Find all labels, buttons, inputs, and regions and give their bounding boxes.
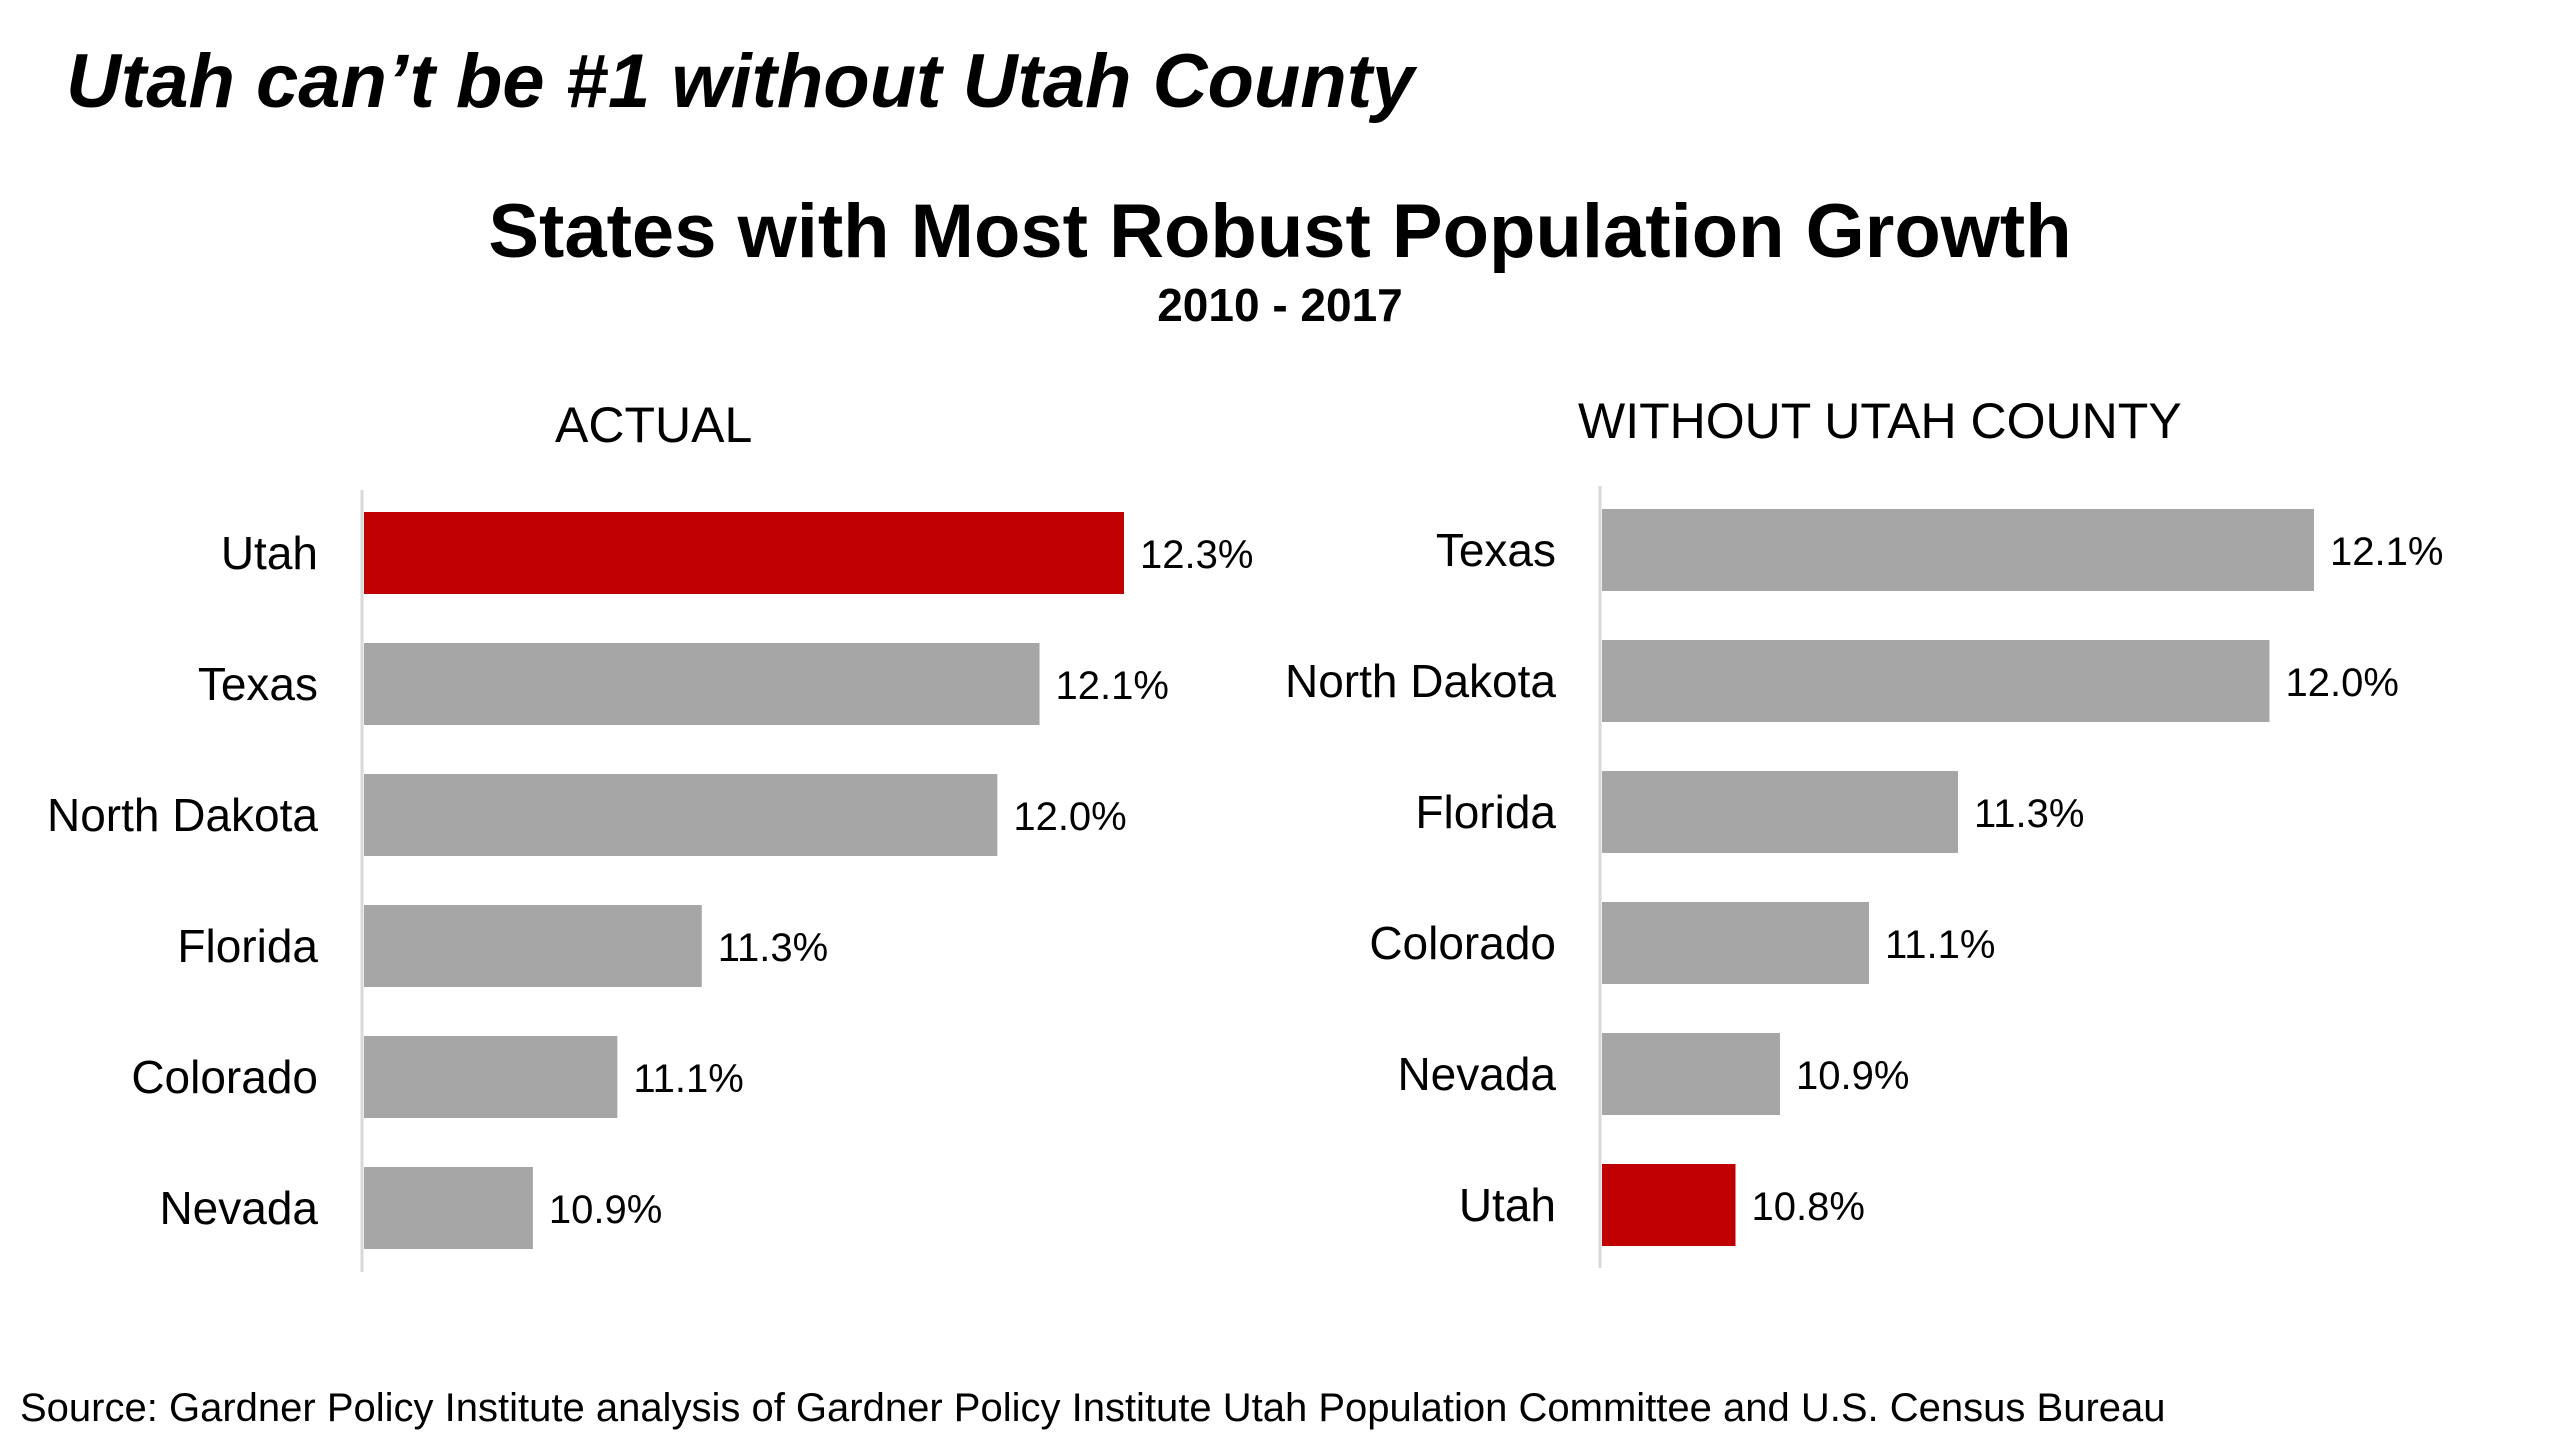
value-label: 11.1% bbox=[1885, 923, 1995, 967]
value-label: 10.9% bbox=[549, 1188, 662, 1232]
value-label: 11.1% bbox=[633, 1057, 743, 1101]
bar-texas bbox=[1602, 509, 2314, 591]
chart-title: States with Most Robust Population Growt… bbox=[488, 189, 2072, 274]
bar-colorado bbox=[364, 1036, 618, 1118]
source-note: Source: Gardner Policy Institute analysi… bbox=[20, 1386, 2166, 1430]
bar-north-dakota bbox=[364, 774, 998, 856]
chart-subtitle: 2010 - 2017 bbox=[1157, 279, 1403, 331]
bar-nevada bbox=[364, 1167, 533, 1249]
category-label: North Dakota bbox=[47, 789, 318, 841]
value-label: 12.0% bbox=[2286, 661, 2399, 705]
category-label: North Dakota bbox=[1285, 655, 1556, 707]
bar-north-dakota bbox=[1602, 640, 2270, 722]
bar-florida bbox=[1602, 771, 1958, 853]
category-label: Colorado bbox=[131, 1051, 318, 1103]
category-label: Florida bbox=[177, 920, 318, 972]
value-label: 10.9% bbox=[1796, 1054, 1909, 1098]
bar-utah bbox=[364, 512, 1124, 594]
bar-texas bbox=[364, 643, 1040, 725]
category-label: Florida bbox=[1415, 786, 1556, 838]
value-label: 12.3% bbox=[1140, 533, 1253, 577]
bar-colorado bbox=[1602, 902, 1869, 984]
category-label: Nevada bbox=[1397, 1048, 1556, 1100]
panel-title-actual: ACTUAL bbox=[555, 397, 753, 453]
category-label: Colorado bbox=[1369, 917, 1556, 969]
value-label: 11.3% bbox=[1974, 792, 2084, 836]
value-label: 12.1% bbox=[1056, 664, 1169, 708]
category-label: Utah bbox=[221, 527, 318, 579]
category-label: Texas bbox=[198, 658, 318, 710]
bar-nevada bbox=[1602, 1033, 1780, 1115]
bar-florida bbox=[364, 905, 702, 987]
category-label: Utah bbox=[1459, 1179, 1556, 1231]
headline: Utah can’t be #1 without Utah County bbox=[66, 39, 1415, 124]
panel-title-without-utah-county: WITHOUT UTAH COUNTY bbox=[1578, 393, 2182, 449]
category-label: Texas bbox=[1436, 524, 1556, 576]
value-label: 11.3% bbox=[718, 926, 828, 970]
value-label: 12.1% bbox=[2330, 530, 2443, 574]
bar-utah bbox=[1602, 1164, 1736, 1246]
value-label: 12.0% bbox=[1013, 795, 1126, 839]
value-label: 10.8% bbox=[1752, 1185, 1865, 1229]
category-label: Nevada bbox=[159, 1182, 318, 1234]
